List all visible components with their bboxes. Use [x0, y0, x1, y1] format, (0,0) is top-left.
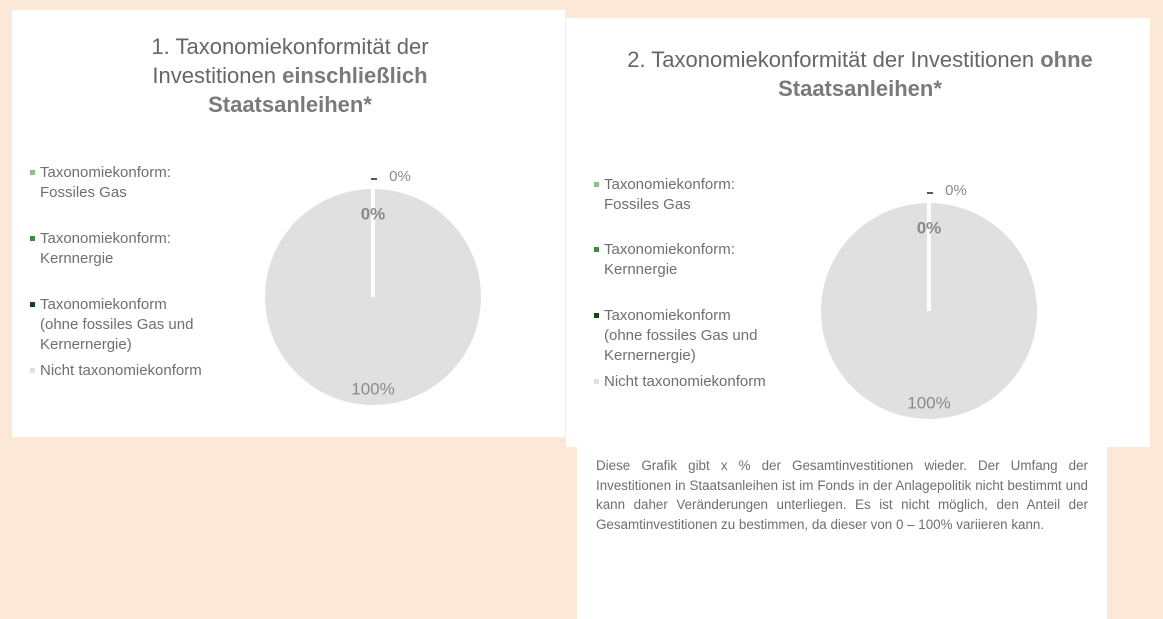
title-bold: einschließlich Staatsanleihen* — [208, 63, 428, 117]
note: Diese Grafik gibt x % der Gesamtinvestit… — [596, 458, 1088, 532]
value-label: 0% — [917, 218, 942, 237]
value-label: 100% — [351, 379, 394, 398]
chart-title: 1. Taxonomiekonformität der Investitione… — [100, 32, 480, 119]
note-panel — [577, 447, 1107, 619]
legend-item: Taxonomiekonform: Kernnergie — [594, 240, 769, 280]
legend-swatch — [30, 368, 35, 373]
legend-label: Taxonomiekonform: Kernnergie — [604, 241, 735, 278]
legend-swatch — [594, 247, 599, 252]
legend-item: Taxonomiekonform (ohne fossiles Gas und … — [594, 306, 769, 366]
value-label: 0% — [361, 204, 386, 223]
value-label: 0% — [389, 168, 411, 185]
value-label: 0% — [945, 182, 967, 199]
legend-swatch — [594, 379, 599, 384]
legend-swatch — [30, 236, 35, 241]
legend-swatch — [30, 170, 35, 175]
legend-label: Taxonomiekonform: Kernnergie — [40, 230, 171, 267]
legend-item: Taxonomiekonform: Fossiles Gas — [30, 163, 205, 203]
legend-item: Taxonomiekonform: Fossiles Gas — [594, 175, 769, 215]
legend-label: Taxonomiekonform (ohne fossiles Gas und … — [604, 307, 758, 364]
legend-swatch — [30, 302, 35, 307]
value-label: 100% — [907, 393, 950, 412]
legend-label: Nicht taxonomiekonform — [604, 373, 766, 390]
title-text: 1. Taxonomiekonformität der Investitione… — [151, 34, 429, 88]
legend-swatch — [594, 313, 599, 318]
legend-swatch — [594, 182, 599, 187]
chart-title: 2. Taxonomiekonformität der Investitione… — [620, 45, 1100, 103]
chart-panel — [12, 10, 565, 437]
legend-item: Taxonomiekonform (ohne fossiles Gas und … — [30, 295, 205, 355]
legend-item: Nicht taxonomiekonform — [30, 361, 205, 381]
legend-label: Taxonomiekonform: Fossiles Gas — [40, 164, 171, 201]
title-text: 2. Taxonomiekonformität der Investitione… — [627, 47, 1035, 72]
legend-item: Taxonomiekonform: Kernnergie — [30, 229, 205, 269]
legend-label: Nicht taxonomiekonform — [40, 362, 202, 379]
legend-item: Nicht taxonomiekonform — [594, 372, 769, 392]
legend-label: Taxonomiekonform: Fossiles Gas — [604, 176, 735, 213]
title-bold: ohne Staatsanleihen* — [778, 47, 1093, 101]
legend-label: Taxonomiekonform (ohne fossiles Gas und … — [40, 296, 194, 353]
